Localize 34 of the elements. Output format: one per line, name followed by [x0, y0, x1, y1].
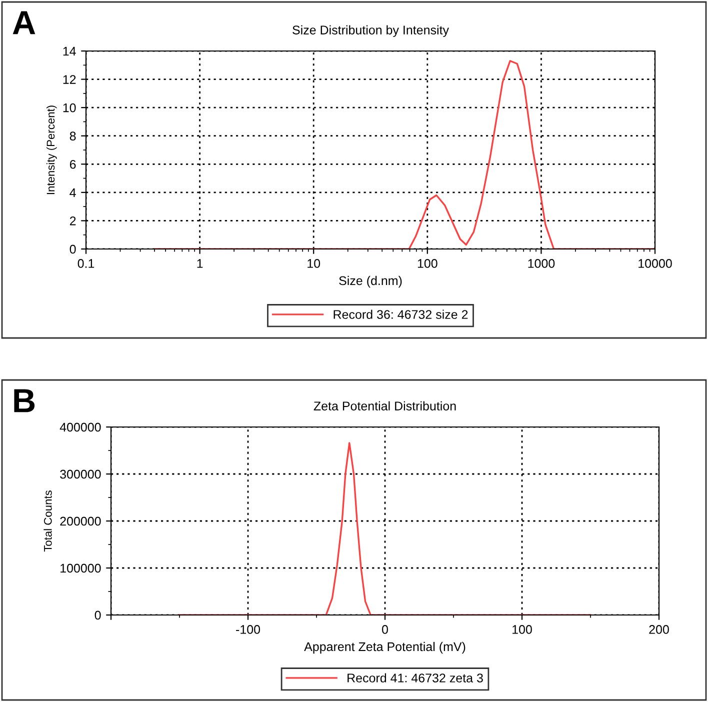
- y-tick-label: 0: [94, 610, 101, 620]
- y-tick-label: 100000: [60, 564, 101, 573]
- y-tick-label: 14: [63, 46, 76, 56]
- text: A: [12, 11, 36, 34]
- x-tick-label: 200: [649, 625, 669, 634]
- y-tick-label: 10: [63, 103, 76, 112]
- chart-title: Size Distribution by Intensity: [292, 25, 449, 37]
- y-tick-label: 2: [70, 216, 76, 226]
- text: B: [14, 389, 35, 412]
- y-axis-title: Total Counts: [44, 490, 52, 552]
- y-tick-label: 400000: [60, 422, 101, 432]
- y-tick-label: 0: [70, 244, 76, 254]
- x-tick-label: 1: [197, 259, 203, 268]
- x-axis-title: Size (d.nm): [339, 276, 402, 288]
- chart-title: Zeta Potential Distribution: [314, 401, 456, 410]
- y-tick-label: 8: [70, 132, 76, 141]
- y-tick-label: 6: [70, 160, 76, 169]
- x-tick-label: 100: [418, 259, 438, 268]
- x-tick-label: 1000: [528, 259, 555, 268]
- legend-label: Record 36: 46732 size 2: [334, 310, 468, 319]
- x-tick-label: 100: [512, 625, 532, 634]
- legend-label: Record 41: 46732 zeta 3: [348, 673, 483, 682]
- x-tick-label: 0.1: [78, 259, 94, 268]
- y-tick-label: 12: [63, 75, 76, 84]
- x-tick-label: -100: [236, 625, 260, 634]
- x-tick-label: 10: [308, 259, 320, 268]
- x-tick-label: 10000: [638, 259, 672, 268]
- line-series: [178, 442, 592, 615]
- y-axis-title: Intensity (Percent): [46, 106, 57, 194]
- y-tick-label: 300000: [60, 470, 101, 479]
- y-tick-label: 4: [70, 188, 76, 197]
- x-tick-label: 0: [382, 625, 388, 634]
- x-axis-title: Apparent Zeta Potential (mV): [304, 642, 466, 654]
- y-tick-label: 200000: [60, 516, 101, 526]
